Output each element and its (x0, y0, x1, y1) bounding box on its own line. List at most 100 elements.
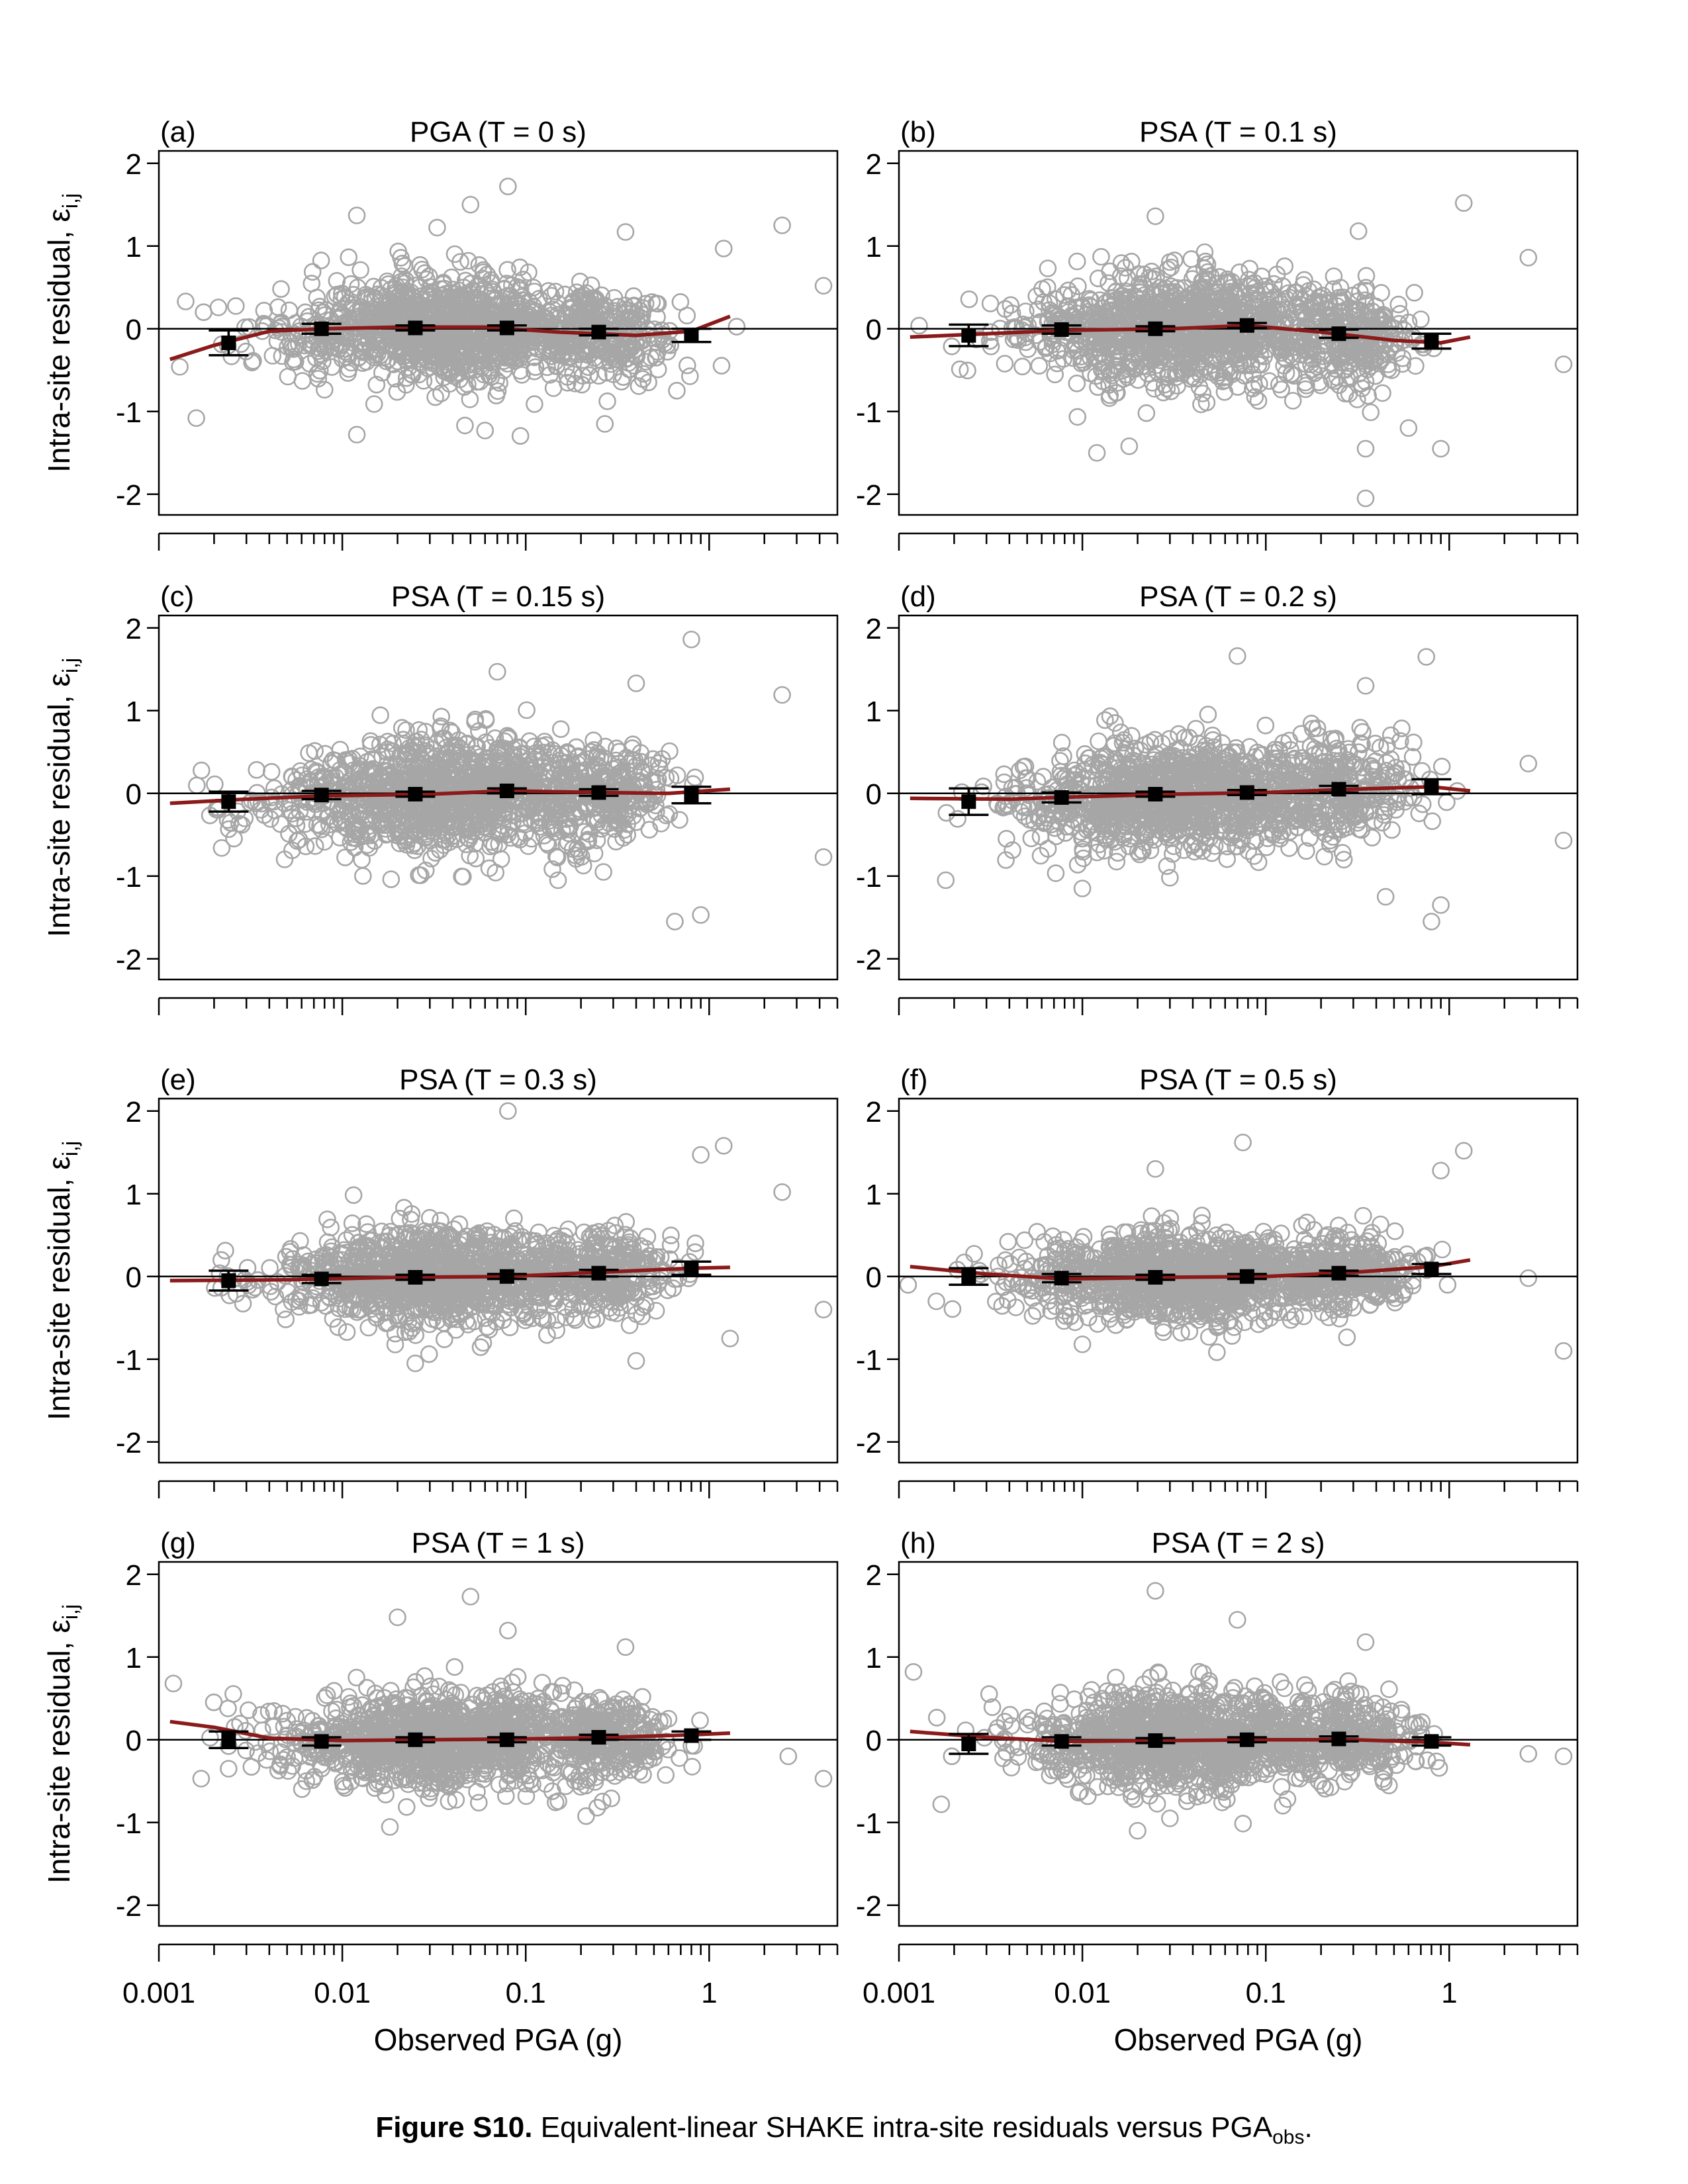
data-point (415, 348, 434, 367)
data-point (1367, 308, 1385, 327)
data-point (1123, 252, 1141, 271)
data-point (1277, 300, 1295, 319)
data-point (435, 836, 453, 854)
data-point (960, 290, 978, 308)
data-point (463, 751, 481, 769)
data-point (303, 760, 320, 778)
binned-mean (1411, 332, 1452, 350)
data-point (336, 288, 354, 306)
data-point (559, 373, 577, 392)
data-point (416, 861, 435, 880)
mean-marker (591, 785, 606, 800)
binned-mean (487, 784, 527, 798)
data-point (574, 340, 592, 358)
data-point (1113, 361, 1131, 380)
mean-marker (1054, 322, 1069, 337)
data-point (1297, 334, 1315, 353)
data-point (1127, 358, 1145, 377)
data-point (1199, 263, 1217, 281)
data-point (461, 195, 480, 214)
data-point (1131, 279, 1149, 296)
data-point (1017, 302, 1035, 320)
data-point (446, 817, 464, 835)
data-point (386, 298, 404, 316)
data-point (910, 316, 928, 335)
data-point (518, 757, 536, 776)
data-point (392, 273, 410, 291)
data-point (297, 803, 316, 821)
mean-marker (961, 328, 976, 343)
data-point (604, 343, 622, 361)
data-point (412, 866, 430, 884)
data-point (588, 745, 607, 762)
data-point (1174, 299, 1192, 318)
data-point (1356, 351, 1375, 369)
binned-mean (301, 788, 342, 803)
data-point (212, 839, 231, 857)
data-point (594, 863, 612, 881)
data-point (1297, 355, 1315, 373)
data-point (641, 349, 660, 367)
data-point (1119, 269, 1137, 287)
data-point (668, 381, 686, 400)
binned-mean (395, 320, 436, 336)
mean-marker (684, 328, 699, 343)
data-point (310, 297, 329, 316)
data-point (1393, 355, 1411, 373)
mean-marker (1424, 334, 1439, 349)
data-point (252, 794, 271, 813)
mean-marker (408, 787, 423, 801)
data-point (312, 251, 330, 269)
data-point (1210, 287, 1228, 304)
data-point (469, 347, 488, 365)
data-point (397, 376, 415, 394)
data-point (505, 352, 524, 370)
data-point (588, 831, 606, 849)
data-point (500, 348, 518, 366)
data-point (661, 742, 679, 760)
data-point (1098, 293, 1115, 312)
y-tick-label: -1 (116, 861, 142, 893)
data-point (1405, 283, 1423, 302)
data-point (404, 815, 422, 833)
data-point (303, 275, 321, 293)
data-point (422, 850, 440, 868)
data-point (422, 298, 440, 317)
data-point (1107, 852, 1126, 871)
binned-mean (1227, 318, 1267, 333)
data-point (549, 871, 567, 889)
data-point (511, 799, 529, 817)
binned-mean (395, 787, 436, 801)
y-tick-label: -2 (116, 479, 142, 512)
trend-line (169, 314, 731, 361)
data-point (668, 766, 686, 784)
binned-mean (671, 328, 712, 343)
y-tick-label: -1 (856, 396, 882, 429)
data-point (1323, 371, 1341, 388)
data-point (487, 387, 506, 405)
data-point (1350, 341, 1368, 360)
data-point (428, 347, 446, 365)
data-point (561, 318, 579, 336)
data-point (402, 759, 421, 777)
y-tick-label: 2 (126, 613, 142, 645)
data-point (373, 747, 391, 766)
y-axis-title: Intra-site residual, εi,j (42, 658, 82, 937)
data-point (477, 711, 495, 729)
mean-marker (221, 794, 236, 809)
panel-label: (a) (160, 116, 196, 148)
panel-label: (c) (160, 580, 194, 613)
mean-marker (1331, 326, 1346, 341)
data-point (539, 744, 558, 762)
data-point (461, 846, 479, 865)
data-point (1139, 336, 1158, 354)
data-point (470, 722, 488, 740)
data-point (573, 308, 592, 327)
data-point (490, 753, 508, 772)
data-point (450, 289, 468, 307)
data-point (1015, 807, 1034, 825)
data-point (1092, 248, 1110, 266)
scatter-points (910, 194, 1573, 508)
binned-mean (671, 786, 712, 805)
mean-marker (499, 784, 514, 798)
